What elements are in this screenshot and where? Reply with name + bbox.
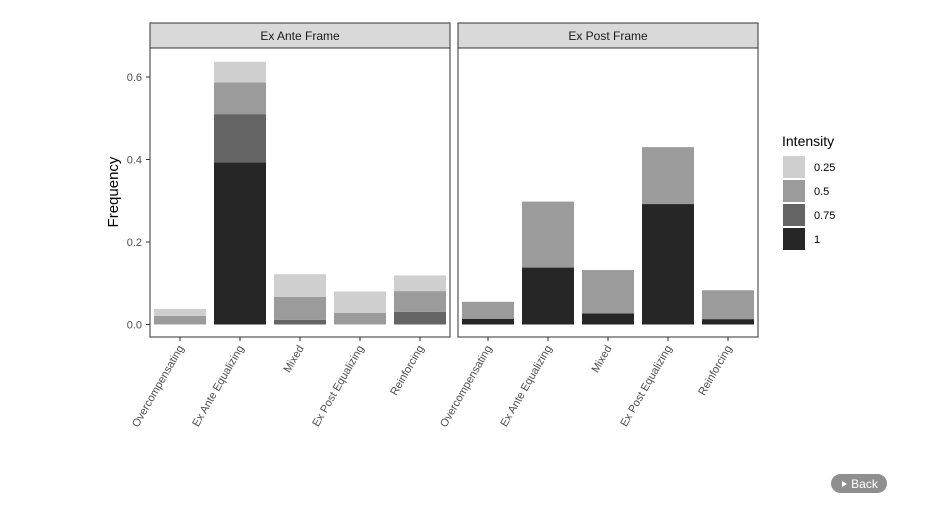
- legend-swatch: [783, 180, 805, 202]
- bar-segment: [334, 291, 386, 313]
- x-tick-label: Mixed: [590, 344, 615, 375]
- play-icon: [842, 480, 848, 487]
- bar-segment: [214, 114, 266, 163]
- bar-segment: [214, 82, 266, 115]
- legend-title: Intensity: [782, 133, 834, 149]
- x-tick-label: Reinforcing: [696, 344, 734, 398]
- bar-segment: [522, 201, 574, 268]
- bar-segment: [154, 308, 206, 316]
- x-tick-label: Ex Post Equalizing: [618, 344, 674, 429]
- bar-segment: [394, 291, 446, 312]
- bar-segment: [582, 270, 634, 314]
- bar-segment: [702, 319, 754, 325]
- facet-strip: [149, 22, 451, 49]
- x-tick-label: Ex Ante Equalizing: [190, 344, 246, 429]
- x-tick-label: Overcompensating: [130, 344, 187, 430]
- y-tick-label: 0.4: [127, 155, 142, 167]
- facet-title: Ex Ante Frame: [260, 29, 340, 43]
- bar-segment: [522, 267, 574, 325]
- y-tick-label: 0.2: [127, 237, 142, 249]
- bar-segment: [702, 290, 754, 320]
- legend-label: 0.25: [814, 162, 835, 174]
- bar-segment: [394, 311, 446, 325]
- legend-label: 0.5: [814, 186, 829, 198]
- x-tick-label: Mixed: [282, 344, 307, 375]
- bar-segment: [462, 318, 514, 325]
- legend-swatch: [783, 156, 805, 178]
- x-tick-label: Overcompensating: [438, 344, 495, 430]
- legend-label: 1: [814, 234, 820, 246]
- bar-segment: [274, 296, 326, 320]
- bar-segment: [642, 204, 694, 325]
- legend-label: 0.75: [814, 210, 835, 222]
- facet-title: Ex Post Frame: [568, 29, 648, 43]
- bar-segment: [274, 274, 326, 297]
- legend-swatch: [783, 228, 805, 250]
- bar-segment: [394, 275, 446, 292]
- bar-segment: [274, 319, 326, 325]
- x-tick-label: Ex Ante Equalizing: [498, 344, 554, 429]
- back-button-label: Back: [851, 476, 878, 491]
- panel-border: [457, 47, 759, 338]
- y-axis-label: Frequency: [105, 156, 122, 227]
- bar-segment: [642, 147, 694, 205]
- bar-segment: [214, 61, 266, 83]
- bar-segment: [334, 312, 386, 325]
- back-button[interactable]: Back: [831, 474, 887, 493]
- x-tick-label: Reinforcing: [388, 344, 426, 398]
- panel-border: [149, 47, 451, 338]
- y-tick-label: 0.0: [127, 320, 142, 332]
- legend-swatch: [783, 204, 805, 226]
- bar-segment: [582, 313, 634, 325]
- y-tick-label: 0.6: [127, 72, 142, 84]
- bar-segment: [462, 301, 514, 319]
- x-tick-label: Ex Post Equalizing: [310, 344, 366, 429]
- bar-segment: [154, 315, 206, 325]
- bar-segment: [214, 162, 266, 325]
